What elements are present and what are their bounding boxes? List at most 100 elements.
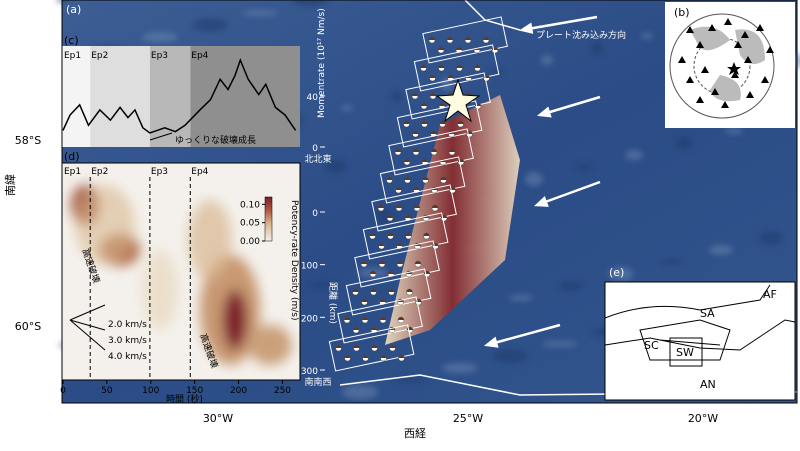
mechanism-quadrant — [430, 93, 436, 96]
mechanism-quadrant — [405, 215, 411, 218]
seafloor-feature — [542, 341, 578, 347]
plate-label: SW — [676, 346, 694, 359]
speed-lines — [69, 304, 106, 351]
panel-label: (b) — [674, 6, 690, 19]
distance-tick-label: 200 — [301, 314, 318, 324]
mechanism-quadrant — [378, 243, 385, 246]
mechanism-quadrant — [447, 75, 454, 78]
station — [756, 24, 764, 31]
mechanism-quadrant — [412, 93, 418, 96]
mechanism-quadrant — [370, 289, 377, 292]
mechanism-quadrant — [430, 131, 437, 134]
seafloor-feature — [759, 231, 783, 245]
seafloor-feature — [725, 128, 743, 134]
panel-c: Ep1 Ep2 Ep3 Ep4 — [62, 46, 300, 147]
seafloor-feature — [442, 363, 478, 373]
mechanism-quadrant — [369, 233, 376, 236]
epoch-band — [63, 46, 91, 147]
panel-label: (e) — [609, 266, 624, 279]
mechanism-quadrant — [413, 149, 419, 152]
heatmap — [71, 185, 292, 365]
subfault — [328, 324, 415, 372]
mechanism-quadrant — [371, 327, 377, 330]
arrow — [536, 180, 601, 207]
x-axis-label: 西経 — [404, 427, 426, 440]
epoch-label: Ep4 — [191, 167, 208, 177]
arrow-head — [536, 106, 552, 118]
station — [721, 101, 729, 108]
mechanism-quadrant — [362, 355, 369, 358]
seafloor-feature — [709, 245, 733, 255]
mechanism-quadrant — [398, 355, 405, 358]
subfault — [413, 44, 500, 92]
seafloor-feature — [525, 172, 543, 186]
map-frame — [61, 0, 798, 404]
station — [696, 96, 704, 103]
mechanism-quadrant — [335, 345, 342, 348]
panel-label: (a) — [66, 3, 81, 16]
colorbar-tick-label: 0.00 — [240, 237, 260, 247]
mechanism-quadrant — [387, 233, 394, 236]
mechanism-quadrant — [397, 261, 403, 264]
mechanism-quadrant — [432, 205, 438, 208]
panel-e-background — [604, 281, 796, 401]
x-tick-label: 100 — [142, 386, 159, 396]
mechanism-quadrant — [440, 177, 447, 180]
seafloor-feature — [509, 295, 533, 301]
mechanism-quadrant — [395, 187, 402, 190]
plate-boundaries — [604, 284, 796, 361]
x-axis-label: 時間 (秒) — [166, 393, 203, 405]
mechanism-quadrant — [404, 159, 410, 162]
mechanism-quadrant — [449, 149, 455, 152]
x-tick-label: 200 — [230, 386, 247, 396]
mechanism-quadrant — [388, 271, 394, 274]
mechanism-quadrant — [415, 261, 421, 264]
mechanism-quadrant — [405, 233, 412, 236]
station — [731, 71, 739, 78]
mechanism-quadrant — [371, 345, 378, 348]
panel-d: Ep1 Ep2 Ep3 Ep4 0 50 100 150 200 250 0.10 0.05 0.00 — [60, 162, 301, 396]
speed-label: 4.0 km/s — [108, 352, 147, 362]
axis-end-label: 北北東 — [304, 153, 331, 165]
mechanism-quadrant — [353, 327, 359, 330]
station — [761, 76, 769, 83]
distance-tick-label: 0 — [312, 209, 318, 219]
mechanism-quadrant — [396, 205, 402, 208]
mechanism-quadrant — [420, 65, 427, 68]
station — [696, 41, 704, 48]
seafloor-feature — [675, 136, 693, 150]
mechanism-quadrant — [422, 159, 428, 162]
y-axis-label: Momentrate (10¹⁷ Nm/s) — [317, 8, 327, 118]
subfault — [362, 212, 449, 260]
mechanism-quadrant — [422, 177, 429, 180]
speed-label: 2.0 km/s — [108, 320, 147, 330]
lat-tick-label: 60°S — [15, 320, 41, 333]
mechanism-quadrant — [457, 121, 464, 124]
mechanism-quadrant — [429, 75, 436, 78]
mechanism-quadrant — [483, 37, 489, 40]
mechanism-quadrant — [380, 355, 387, 358]
lat-tick-label: 58°S — [15, 134, 41, 147]
axis-label: 距離 (km) — [327, 282, 339, 324]
station — [734, 41, 742, 48]
y-axis-label: 南緯 — [3, 174, 17, 196]
mechanism-quadrant — [389, 345, 396, 348]
seafloor-feature — [492, 349, 528, 363]
seafloor-feature — [491, 69, 503, 75]
subfault — [345, 268, 432, 316]
station — [741, 31, 749, 38]
mechanism-quadrant — [352, 289, 359, 292]
mechanism-quadrant — [380, 317, 386, 320]
epoch-label: Ep1 — [64, 51, 81, 61]
mechanism-quadrant — [362, 317, 368, 320]
mechanism-quadrant — [439, 103, 445, 106]
x-tick-label: 150 — [186, 386, 203, 396]
mechanism-quadrant — [388, 289, 395, 292]
subfault — [422, 16, 508, 64]
stations — [678, 18, 774, 108]
plate-label: AN — [700, 378, 716, 391]
colorbar-tick-label: 0.10 — [240, 200, 260, 210]
seafloor-feature — [342, 385, 378, 399]
